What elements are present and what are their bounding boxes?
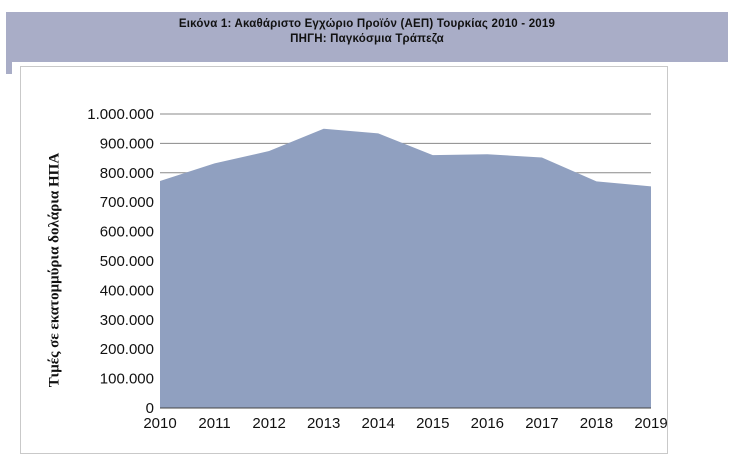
x-tick-label: 2017	[525, 415, 558, 432]
figure-source: ΠΗΓΗ: Παγκόσμια Τράπεζα	[290, 33, 444, 45]
y-tick-label: 200.000	[100, 341, 154, 358]
y-tick-label: 500.000	[100, 253, 154, 270]
y-tick-label: 1.000.000	[87, 106, 154, 123]
y-tick-label: 700.000	[100, 194, 154, 211]
y-tick-label: 0	[146, 400, 154, 417]
y-tick-label: 900.000	[100, 135, 154, 152]
x-tick-label: 2018	[580, 415, 613, 432]
x-tick-label: 2012	[252, 415, 285, 432]
y-tick-label: 600.000	[100, 224, 154, 241]
y-tick-label: 400.000	[100, 282, 154, 299]
gdp-area	[160, 128, 651, 408]
caption-band-edge	[6, 62, 12, 74]
x-tick-label: 2010	[143, 415, 176, 432]
x-tick-label: 2014	[362, 415, 395, 432]
x-axis-ticks: 2010 2011 2012 2013 2014 2015 2016 2017 2018 2019	[143, 415, 667, 432]
x-tick-label: 2011	[198, 415, 230, 432]
y-tick-label: 300.000	[100, 312, 154, 329]
x-tick-label: 2016	[471, 415, 504, 432]
caption-band	[6, 12, 728, 62]
x-tick-label: 2015	[416, 415, 449, 432]
y-tick-label: 800.000	[100, 165, 154, 182]
x-tick-label: 2013	[307, 415, 340, 432]
x-tick-label: 2019	[634, 415, 667, 432]
figure-caption: Εικόνα 1: Ακαθάριστο Εγχώριο Προϊόν (ΑΕΠ…	[178, 18, 556, 30]
y-axis-ticks: 0 100.000 200.000 300.000 400.000 500.000 600.…	[87, 106, 154, 417]
y-tick-label: 100.000	[100, 371, 154, 388]
